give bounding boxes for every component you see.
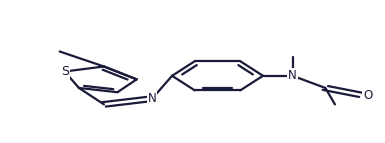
Text: N: N: [288, 69, 297, 82]
Text: S: S: [61, 65, 69, 78]
Text: O: O: [363, 89, 372, 102]
Text: N: N: [148, 92, 156, 105]
